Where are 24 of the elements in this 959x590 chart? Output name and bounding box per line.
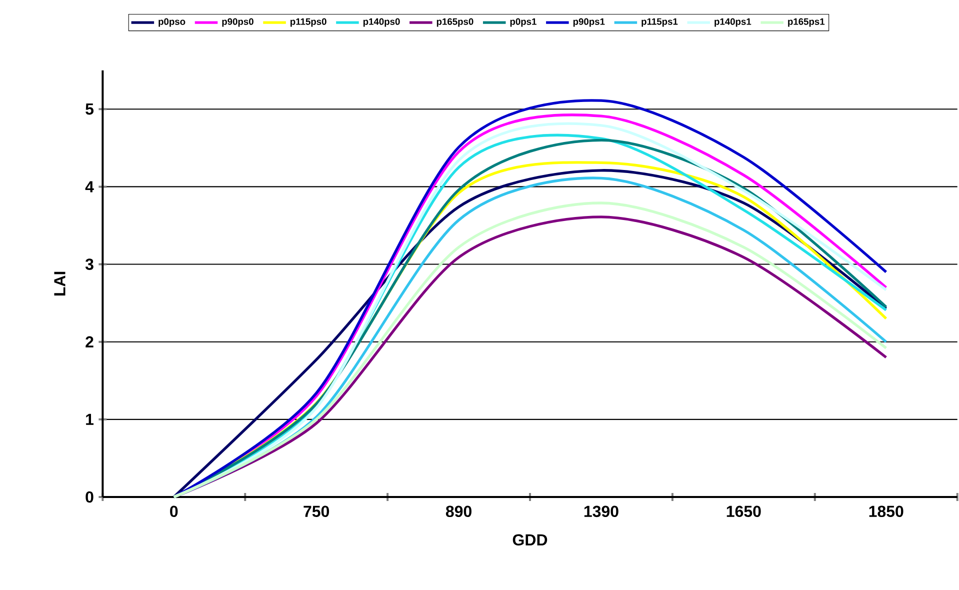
legend-label: p165ps1 bbox=[788, 18, 825, 27]
y-axis-title: LAI bbox=[54, 272, 66, 296]
x-tick-label: 0 bbox=[170, 506, 178, 518]
y-tick-label: 1 bbox=[86, 414, 94, 425]
x-tick-label: 890 bbox=[446, 506, 472, 518]
legend-label: p90ps0 bbox=[222, 18, 254, 27]
legend-label: p140ps0 bbox=[363, 18, 400, 27]
legend-label: p0ps1 bbox=[510, 18, 536, 27]
y-tick-label: 2 bbox=[86, 336, 94, 348]
x-tick-label: 1390 bbox=[584, 506, 618, 518]
y-tick-label: 3 bbox=[85, 258, 94, 270]
legend-label: p140ps1 bbox=[714, 18, 752, 27]
x-tick-label: 1650 bbox=[726, 506, 761, 518]
legend-label: p0pso bbox=[158, 18, 186, 27]
legend-label: p90ps1 bbox=[573, 18, 605, 27]
y-tick-label: 0 bbox=[86, 491, 94, 503]
x-tick-label: 750 bbox=[304, 506, 330, 518]
x-tick-label: 1850 bbox=[869, 506, 904, 518]
legend-label: p115ps0 bbox=[290, 18, 326, 27]
y-tick-label: 4 bbox=[85, 181, 94, 192]
x-axis-title: GDD bbox=[512, 534, 548, 546]
y-tick-label: 5 bbox=[86, 104, 94, 115]
legend-label: p165ps0 bbox=[436, 18, 474, 27]
legend-label: p115ps1 bbox=[642, 18, 678, 27]
